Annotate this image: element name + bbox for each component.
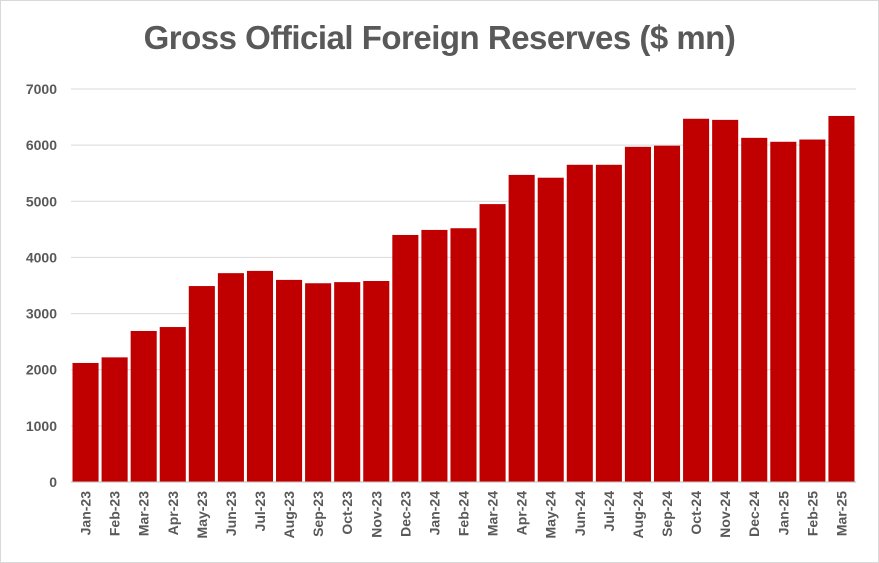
- x-tick-label: Mar-25: [833, 491, 849, 536]
- bar: [363, 281, 390, 482]
- x-tick-label: Aug-23: [281, 491, 297, 539]
- bar: [799, 139, 826, 482]
- x-tick-label: Nov-24: [717, 491, 733, 538]
- bar: [276, 279, 303, 482]
- x-tick-label: Jan-23: [78, 491, 94, 536]
- x-tick-label: Nov-23: [368, 491, 384, 538]
- x-tick-label: Jul-24: [601, 491, 617, 532]
- bar: [741, 137, 768, 482]
- bar: [159, 327, 186, 482]
- x-tick-label: Oct-24: [688, 491, 704, 535]
- x-tick-label: Sep-23: [310, 491, 326, 537]
- x-tick-label: Jan-25: [775, 491, 791, 536]
- bar: [217, 273, 244, 482]
- y-tick-label: 1000: [26, 418, 57, 434]
- x-tick-label: Jun-23: [223, 491, 239, 536]
- x-tick-label: Feb-23: [107, 491, 123, 536]
- y-tick-label: 5000: [26, 193, 57, 209]
- x-tick-label: Feb-24: [456, 491, 472, 536]
- bar: [392, 234, 419, 482]
- x-tick-label: Feb-25: [804, 491, 820, 536]
- bar: [130, 330, 157, 482]
- x-tick-label: Mar-24: [485, 491, 501, 536]
- bar: [770, 141, 797, 482]
- x-tick-label: Aug-24: [630, 491, 646, 539]
- x-tick-label: Apr-23: [165, 491, 181, 536]
- bar: [101, 357, 128, 482]
- bar: [305, 283, 332, 482]
- bar: [653, 145, 681, 482]
- bar: [508, 174, 535, 483]
- x-tick-label: Dec-23: [397, 491, 413, 537]
- x-tick-label: May-24: [543, 491, 559, 539]
- bar: [624, 146, 651, 482]
- bar: [828, 115, 855, 482]
- x-tick-label: Sep-24: [659, 491, 675, 537]
- y-tick-label: 3000: [26, 306, 57, 322]
- x-tick-label: Apr-24: [514, 491, 530, 536]
- y-tick-label: 0: [49, 474, 57, 490]
- x-tick-label: Jun-24: [572, 491, 588, 536]
- bar: [72, 362, 99, 482]
- y-tick-label: 4000: [26, 249, 57, 265]
- x-tick-label: May-23: [194, 491, 210, 539]
- bar: [334, 282, 361, 482]
- y-tick-label: 2000: [26, 362, 57, 378]
- bar: [188, 286, 215, 482]
- x-tick-label: Mar-23: [136, 491, 152, 536]
- bar: [595, 164, 622, 483]
- bar: [566, 164, 593, 483]
- bar: [450, 228, 477, 482]
- bar: [712, 119, 739, 482]
- x-tick-label: Dec-24: [746, 491, 762, 537]
- bar: [479, 204, 506, 483]
- x-tick-label: Jul-23: [252, 491, 268, 532]
- x-tick-label: Oct-23: [339, 491, 355, 535]
- bar: [421, 229, 448, 482]
- y-tick-label: 7000: [26, 81, 57, 97]
- bar: [537, 177, 564, 482]
- x-tick-label: Jan-24: [426, 491, 442, 536]
- chart-title: Gross Official Foreign Reserves ($ mn): [143, 19, 736, 56]
- y-tick-label: 6000: [26, 137, 57, 153]
- bar: [683, 118, 710, 483]
- bar: [246, 270, 274, 482]
